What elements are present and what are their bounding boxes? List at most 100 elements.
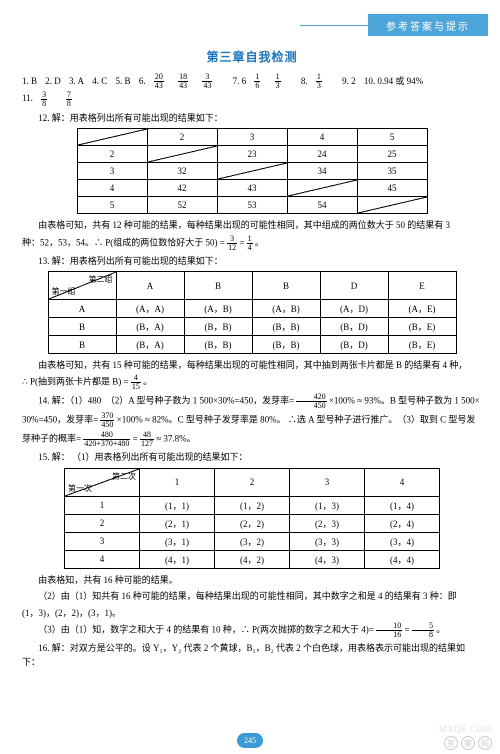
q16-text: 16. 解：对双方是公平的。设 Y₁，Y₂ 代表 2 个黄球，B₁，B₂ 代表 … bbox=[22, 641, 482, 670]
table-cell: (3，1) bbox=[140, 532, 215, 550]
ans-8: 8. 13 bbox=[301, 76, 336, 86]
table-cell: 第二组第一组 bbox=[48, 272, 116, 300]
ans-5: 5. B bbox=[116, 76, 131, 86]
table-cell: A bbox=[48, 300, 116, 318]
table-cell: B bbox=[252, 272, 320, 300]
table-cell: (4，3) bbox=[290, 550, 365, 568]
table-cell: A bbox=[116, 272, 184, 300]
site-watermark: MXQE.COM bbox=[439, 724, 492, 734]
wm-icon: 网 bbox=[478, 736, 492, 750]
table-cell: 3 bbox=[77, 163, 147, 180]
q15-head: 15. 解： （1）用表格列出所有可能出现的结果如下： bbox=[22, 450, 482, 464]
table-cell: (4，4) bbox=[365, 550, 440, 568]
table-cell: D bbox=[320, 272, 388, 300]
table-cell: B bbox=[184, 272, 252, 300]
ans-2: 2. D bbox=[45, 76, 61, 86]
ans-6: 6. 2043 1843 343 bbox=[139, 76, 227, 86]
table-cell: (3，2) bbox=[215, 532, 290, 550]
table-cell: (A，E) bbox=[388, 300, 456, 318]
table-cell bbox=[357, 197, 427, 214]
q15-text2: （2）由（1）知共有 16 种可能的结果，每种结果出现的可能性相同，其中数字之和… bbox=[22, 589, 482, 603]
ans-1: 1. B bbox=[22, 76, 37, 86]
table-cell: (A，B) bbox=[252, 300, 320, 318]
table-cell: 23 bbox=[217, 146, 287, 163]
q14-line3: 芽种子的概率= 480420+370+480 = 48127 ≈ 37.8%。 bbox=[22, 431, 482, 448]
table-cell: 2 bbox=[147, 129, 217, 146]
table-cell: 25 bbox=[357, 146, 427, 163]
table-cell: 4 bbox=[77, 180, 147, 197]
table-cell: (A，A) bbox=[116, 300, 184, 318]
table-cell: (A，B) bbox=[184, 300, 252, 318]
table-cell: (1，3) bbox=[290, 496, 365, 514]
table-cell: (2，4) bbox=[365, 514, 440, 532]
table-cell: E bbox=[388, 272, 456, 300]
table-cell: 4 bbox=[65, 550, 140, 568]
table-cell: 3 bbox=[217, 129, 287, 146]
table-cell: (2，3) bbox=[290, 514, 365, 532]
q12-text2: 种：52，53，54。∴ P(组成的两位数恰好大于 50) = 312 = 14… bbox=[22, 235, 482, 252]
table-cell: 24 bbox=[287, 146, 357, 163]
table-cell: 5 bbox=[357, 129, 427, 146]
table-cell: B bbox=[48, 336, 116, 354]
table-cell: (4，1) bbox=[140, 550, 215, 568]
ans-7: 7. 6 16 13 bbox=[233, 76, 295, 86]
table-cell: B bbox=[48, 318, 116, 336]
table-cell: 54 bbox=[287, 197, 357, 214]
table-cell: (B，A) bbox=[116, 336, 184, 354]
table-cell: (A，D) bbox=[320, 300, 388, 318]
q13-table: 第二组第一组 ABBDE A(A，A)(A，B)(A，B)(A，D)(A，E) … bbox=[48, 271, 457, 354]
table-cell: (3，4) bbox=[365, 532, 440, 550]
table-cell: 1 bbox=[140, 468, 215, 496]
table-cell bbox=[147, 146, 217, 163]
table-cell: 1 bbox=[65, 496, 140, 514]
table-cell: 53 bbox=[217, 197, 287, 214]
q12-table: 2345 2232425 3323435 4424345 5525354 bbox=[77, 128, 428, 214]
table-cell: (1，2) bbox=[215, 496, 290, 514]
table-cell: (B，D) bbox=[320, 318, 388, 336]
table-cell: (B，B) bbox=[184, 318, 252, 336]
table-cell bbox=[287, 180, 357, 197]
table-cell: (B，E) bbox=[388, 318, 456, 336]
table-cell: (B，B) bbox=[252, 318, 320, 336]
q14-line2: 30%=450，发芽率= 370450 ×100% ≈ 82%。C 型号种子发芽… bbox=[22, 412, 482, 429]
q12-text1: 由表格可知，共有 12 种可能的结果，每种结果出现的可能性相同，其中组成的两位数… bbox=[22, 218, 482, 232]
table-cell: 4 bbox=[287, 129, 357, 146]
ans-3: 3. A bbox=[69, 76, 84, 86]
table-cell bbox=[77, 129, 147, 146]
table-cell: 45 bbox=[357, 180, 427, 197]
table-cell: (B，D) bbox=[320, 336, 388, 354]
ans-9: 9. 2 bbox=[342, 76, 356, 86]
table-cell: 42 bbox=[147, 180, 217, 197]
ans-11: 11. 38 78 bbox=[22, 93, 84, 103]
table-cell: (3，3) bbox=[290, 532, 365, 550]
page-number: 245 bbox=[237, 733, 263, 748]
table-cell: (B，E) bbox=[388, 336, 456, 354]
table-cell: 第二次第一次 bbox=[65, 468, 140, 496]
table-cell: (1，1) bbox=[140, 496, 215, 514]
table-cell: 32 bbox=[147, 163, 217, 180]
table-cell: (B，A) bbox=[116, 318, 184, 336]
page-content: 第三章自我检测 1. B 2. D 3. A 4. C 5. B 6. 2043… bbox=[0, 0, 500, 670]
table-cell: (1，4) bbox=[365, 496, 440, 514]
chapter-title: 第三章自我检测 bbox=[22, 48, 482, 65]
table-cell: (B，B) bbox=[252, 336, 320, 354]
table-cell: 3 bbox=[290, 468, 365, 496]
table-cell: 2 bbox=[77, 146, 147, 163]
q15-text1: 由表格知，共有 16 种可能的结果。 bbox=[22, 573, 482, 587]
table-cell: 4 bbox=[365, 468, 440, 496]
table-cell: 3 bbox=[65, 532, 140, 550]
q13-text1: 由表格可知，共有 15 种可能的结果，每种结果出现的可能性相同，其中抽到两张卡片… bbox=[22, 358, 482, 372]
table-cell: (2，1) bbox=[140, 514, 215, 532]
header-tab: 参考答案与提示 bbox=[368, 14, 488, 36]
table-cell: 2 bbox=[65, 514, 140, 532]
table-cell: (4，2) bbox=[215, 550, 290, 568]
q13-head: 13. 解：用表格列出所有可能出现的结果如下： bbox=[22, 254, 482, 268]
table-cell: (B，B) bbox=[184, 336, 252, 354]
q15-text2b: (1，3)，(2，2)，(3，1)。 bbox=[22, 606, 482, 620]
table-cell: 2 bbox=[215, 468, 290, 496]
ans-10: 10. 0.94 或 94% bbox=[364, 76, 423, 86]
table-cell: 5 bbox=[77, 197, 147, 214]
brand-watermark: 答 案 网 bbox=[444, 736, 492, 750]
q15-table: 第二次第一次 1234 1(1，1)(1，2)(1，3)(1，4) 2(2，1)… bbox=[64, 468, 440, 569]
wm-icon: 答 bbox=[444, 736, 458, 750]
